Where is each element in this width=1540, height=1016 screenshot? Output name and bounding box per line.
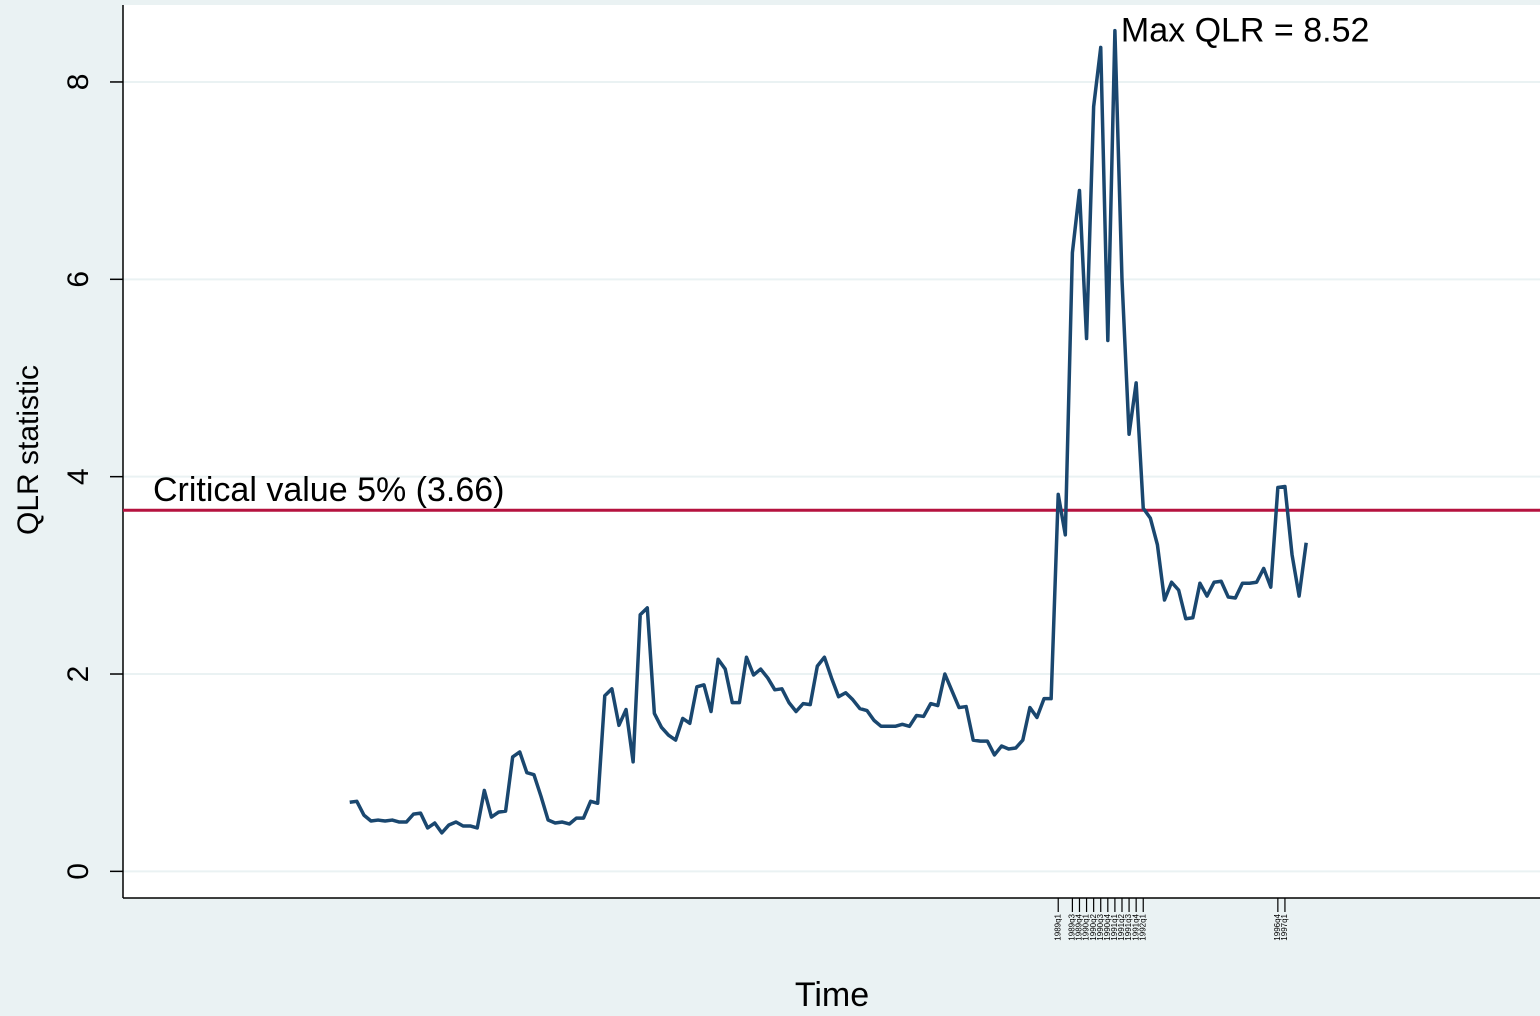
x-tick-label: 1990q1: [1082, 913, 1091, 940]
plot-area: [123, 5, 1540, 898]
y-tick-label: 8: [62, 74, 95, 91]
y-tick-label: 4: [62, 468, 95, 485]
x-tick-label: 1992q1: [1138, 913, 1147, 940]
x-tick-label: 1991q2: [1117, 913, 1126, 940]
x-tick-label: 1989q4: [1075, 913, 1084, 940]
y-tick-label: 6: [62, 271, 95, 288]
max-annotation: Max QLR = 8.52: [1121, 12, 1370, 50]
x-axis-title: Time: [795, 976, 869, 1014]
x-tick-label: 1996q4: [1273, 913, 1282, 940]
data-line: [349, 28, 1308, 835]
y-tick-label: 2: [62, 666, 95, 683]
x-tick-label: 1990q3: [1096, 913, 1105, 940]
x-tick-label: 1989q3: [1067, 913, 1076, 940]
x-tick-label: 1989q1: [1053, 913, 1062, 940]
x-tick-label: 1991q4: [1131, 913, 1140, 940]
y-axis-title: QLR statistic: [12, 365, 45, 535]
x-tick-label: 1991q1: [1110, 913, 1119, 940]
y-tick-label: 0: [62, 863, 95, 880]
x-tick-label: 1990q4: [1103, 913, 1112, 940]
reference-label: Critical value 5% (3.66): [153, 471, 504, 509]
x-tick-label: 1997q1: [1280, 913, 1289, 940]
x-tick-label: 1991q3: [1124, 913, 1133, 940]
x-tick-label: 1990q2: [1089, 913, 1098, 940]
